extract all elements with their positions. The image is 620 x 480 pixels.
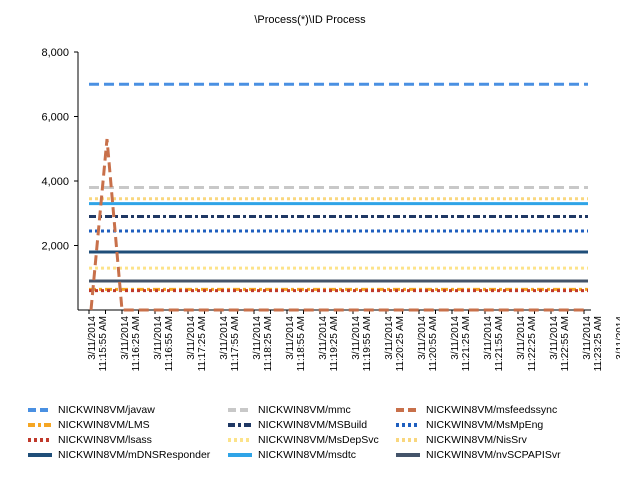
x-tick-date: 3/11/2014 xyxy=(450,316,461,360)
y-tick-label: 8,000 xyxy=(41,47,69,59)
x-tick-time: 11:20:25 AM xyxy=(395,316,406,371)
x-tick-label: 3/11/2014 11:17:55 AM xyxy=(219,316,241,372)
x-tick-date: 3/11/2014 xyxy=(219,316,230,360)
x-tick-date: 3/11/2014 xyxy=(186,316,197,360)
y-tick-label: 2,000 xyxy=(41,241,69,253)
chart-title: \Process(*)\ID Process xyxy=(254,14,366,26)
x-tick-time: 11:17:55 AM xyxy=(230,316,241,371)
legend-label: NICKWIN8VM/mmc xyxy=(258,404,351,416)
x-tick-time: 11:19:25 AM xyxy=(329,316,340,371)
x-tick-labels: 3/11/2014 11:15:55 AM 3/11/2014 11:16:25 AM… xyxy=(87,316,620,372)
series-layer xyxy=(89,82,588,312)
x-tick-label: 3/11/2014 11:18:55 AM xyxy=(285,316,307,372)
legend-swatch xyxy=(228,438,252,442)
legend-item: NICKWIN8VM/nvSCPAPISvr xyxy=(396,448,596,462)
x-tick-label: 3/11/2014 11:23:25 AM xyxy=(582,316,604,372)
x-tick-date: 3/11/2014 xyxy=(285,316,296,360)
legend-item: NICKWIN8VM/MsDepSvc xyxy=(228,433,396,447)
legend-swatch xyxy=(396,423,420,427)
x-tick-date: 3/11/2014 xyxy=(318,316,329,360)
legend-item: NICKWIN8VM/MSBuild xyxy=(228,418,396,432)
x-tick-time: 11:20:55 AM xyxy=(428,316,439,371)
legend-label: NICKWIN8VM/MSBuild xyxy=(258,419,368,431)
legend-label: NICKWIN8VM/NisSrv xyxy=(426,434,527,446)
x-tick-date: 3/11/2014 xyxy=(120,316,131,360)
legend-item: NICKWIN8VM/msdtc xyxy=(228,448,396,462)
x-tick-time: 11:22:25 AM xyxy=(527,316,538,371)
legend-swatch xyxy=(28,438,52,442)
legend-item: NICKWIN8VM/MsMpEng xyxy=(396,418,596,432)
x-tick-date: 3/11/2014 xyxy=(516,316,527,360)
legend-label: NICKWIN8VM/MsDepSvc xyxy=(258,434,379,446)
x-tick-time: 11:21:25 AM xyxy=(461,316,472,371)
x-tick-date: 3/11/2014 xyxy=(384,316,395,360)
x-tick-time: 11:21:55 AM xyxy=(494,316,505,371)
x-tick-date: 3/11/2014 xyxy=(582,316,593,360)
x-tick-date: 3/11/2014 xyxy=(615,316,620,360)
x-tick-date: 3/11/2014 xyxy=(549,316,560,360)
legend-item: NICKWIN8VM/mDNSResponder xyxy=(28,448,228,462)
legend-label: NICKWIN8VM/nvSCPAPISvr xyxy=(426,449,561,461)
legend-label: NICKWIN8VM/mDNSResponder xyxy=(58,449,211,461)
legend-label: NICKWIN8VM/msdtc xyxy=(258,449,357,461)
x-tick-label: 3/11/2014 11:19:25 AM xyxy=(318,316,340,372)
legend-label: NICKWIN8VM/MsMpEng xyxy=(426,419,544,431)
x-tick-time: 11:16:25 AM xyxy=(131,316,142,371)
x-tick-label: 3/11/2014 11:20:25 AM xyxy=(384,316,406,372)
legend-label: NICKWIN8VM/msfeedssync xyxy=(426,404,558,416)
y-tick-label: 6,000 xyxy=(41,112,69,124)
x-tick-label: 3/11/2014 11:22:25 AM xyxy=(516,316,538,372)
chart-axes: 8,000 6,000 4,000 2,000 xyxy=(41,47,591,314)
x-tick-time: 11:18:25 AM xyxy=(263,316,274,371)
legend-item: NICKWIN8VM/msfeedssync xyxy=(396,403,596,417)
chart-legend: NICKWIN8VM/javaw NICKWIN8VM/mmc NICKWIN8VM… xyxy=(28,403,618,462)
x-tick-time: 11:16:55 AM xyxy=(164,316,175,371)
x-tick-label: 3/11/2014 11:16:25 AM xyxy=(120,316,142,372)
x-tick-time: 11:17:25 AM xyxy=(197,316,208,371)
series-line xyxy=(89,138,588,312)
legend-item: NICKWIN8VM/lsass xyxy=(28,433,228,447)
x-tick-label: 3/11/2014 11:21:25 AM xyxy=(450,316,472,372)
x-tick-time: 11:15:55 AM xyxy=(98,316,109,371)
x-tick-time: 11:23:25 AM xyxy=(593,316,604,371)
legend-swatch xyxy=(28,423,52,427)
legend-swatch xyxy=(28,453,52,457)
x-tick-time: 11:22:55 AM xyxy=(560,316,571,371)
legend-item: NICKWIN8VM/javaw xyxy=(28,403,228,417)
legend-label: NICKWIN8VM/lsass xyxy=(58,434,152,446)
legend-swatch xyxy=(228,408,252,412)
legend-swatch xyxy=(396,453,420,457)
x-tick-date: 3/11/2014 xyxy=(153,316,164,360)
legend-item: NICKWIN8VM/mmc xyxy=(228,403,396,417)
x-tick-label: 3/11/2014 11:19:55 AM xyxy=(351,316,373,372)
x-tick-date: 3/11/2014 xyxy=(483,316,494,360)
x-tick-date: 3/11/2014 xyxy=(87,316,98,360)
legend-label: NICKWIN8VM/javaw xyxy=(58,404,155,416)
legend-swatch xyxy=(396,408,420,412)
x-tick-label: 3/11/2014 11:22:55 AM xyxy=(549,316,571,372)
y-tick-label: 4,000 xyxy=(41,176,69,188)
x-tick-time: 11:18:55 AM xyxy=(296,316,307,371)
x-tick-time: 11:19:55 AM xyxy=(362,316,373,371)
legend-item: NICKWIN8VM/LMS xyxy=(28,418,228,432)
x-tick-date: 3/11/2014 xyxy=(252,316,263,360)
legend-swatch xyxy=(228,423,252,427)
x-tick-label: 3/11/2014 11:18:25 AM xyxy=(252,316,274,372)
x-tick-label: 3/11/2014 11:17:25 AM xyxy=(186,316,208,372)
x-tick-date: 3/11/2014 xyxy=(351,316,362,360)
legend-swatch xyxy=(28,408,52,412)
legend-item: NICKWIN8VM/NisSrv xyxy=(396,433,596,447)
x-tick-date: 3/11/2014 xyxy=(417,316,428,360)
x-tick-label: 3/11/2014 11:21:55 AM xyxy=(483,316,505,372)
x-tick-label: 3/11/2014 11:15:55 AM xyxy=(87,316,109,372)
legend-swatch xyxy=(228,453,252,457)
line-chart: \Process(*)\ID Process 8,000 6,000 4,000 2,… xyxy=(41,14,620,372)
x-tick-label: 3/11/2014 11:20:55 AM xyxy=(417,316,439,372)
x-tick-label: 3/11/2014 11:16:55 AM xyxy=(153,316,175,372)
legend-swatch xyxy=(396,438,420,442)
legend-label: NICKWIN8VM/LMS xyxy=(58,419,150,431)
